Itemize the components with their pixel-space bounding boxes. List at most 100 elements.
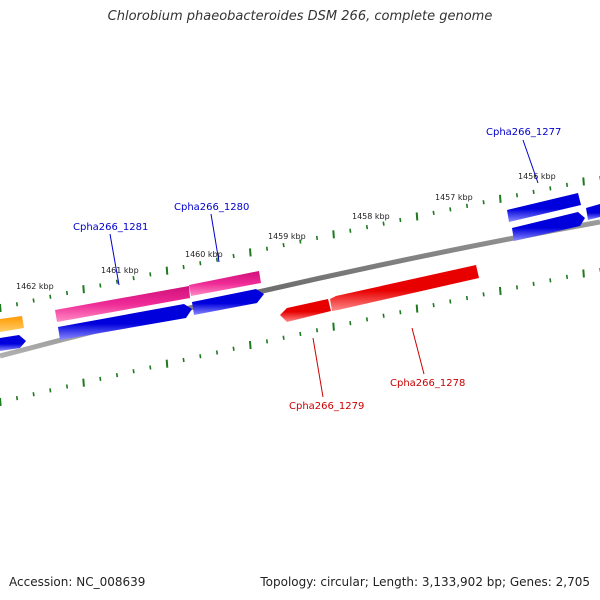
inner-ring-tick	[465, 295, 469, 301]
outer-ring-tick	[0, 303, 2, 313]
outer-ring-tick	[182, 264, 185, 270]
gene-cpha266-1279[interactable]	[280, 299, 331, 322]
gene-cpha266-1278[interactable]	[330, 265, 479, 311]
scale-label-1462: 1462 kbp	[16, 282, 54, 291]
outer-ring-tick	[265, 246, 269, 251]
inner-ring-tick	[265, 339, 269, 344]
inner-ring-tick	[365, 317, 369, 322]
outer-ring-tick	[132, 275, 135, 281]
outer-ring-tick	[499, 194, 502, 203]
inner-ring-tick	[432, 302, 435, 308]
inner-tick-ring	[0, 268, 600, 407]
inner-ring-tick	[232, 346, 235, 351]
inner-ring-tick	[532, 281, 535, 287]
gene-blue-forward-3[interactable]	[512, 212, 585, 241]
inner-ring-tick	[315, 328, 319, 333]
gene-blue-forward-1[interactable]	[58, 304, 192, 340]
outer-ring-tick	[115, 279, 119, 284]
inner-ring-tick	[332, 322, 335, 331]
outer-ring-tick	[365, 224, 369, 230]
outer-ring-tick	[299, 239, 302, 244]
outer-ring-tick	[482, 200, 485, 205]
label-cpha266-1280[interactable]: Cpha266_1280	[174, 202, 249, 213]
inner-ring-tick	[65, 384, 69, 389]
scale-label-1456: 1456 kbp	[518, 172, 556, 181]
gene-cpha266-1280[interactable]	[189, 271, 261, 296]
map-title: Chlorobium phaeobacteroides DSM 266, com…	[107, 9, 493, 24]
inner-ring-tick	[565, 274, 569, 280]
gene-blue-partial-left[interactable]	[0, 335, 26, 351]
inner-ring-tick	[49, 388, 52, 393]
label-cpha266-1277[interactable]: Cpha266_1277	[486, 127, 561, 138]
inner-ring-tick	[82, 378, 85, 387]
inner-ring-tick	[415, 304, 419, 313]
inner-ring-tick	[515, 285, 519, 290]
gene-orange-partial[interactable]	[0, 316, 24, 332]
label-cpha266-1281[interactable]: Cpha266_1281	[73, 222, 148, 233]
inner-ring-tick	[482, 292, 485, 297]
scale-label-1461: 1461 kbp	[101, 266, 139, 275]
outer-ring-tick	[15, 302, 19, 307]
outer-ring-tick	[465, 203, 469, 209]
inner-ring-tick	[282, 335, 285, 340]
inner-ring-tick	[382, 313, 385, 318]
outer-ring-tick	[332, 230, 335, 239]
leader-cpha266-1281	[109, 233, 120, 286]
inner-ring-tick	[132, 369, 135, 374]
scale-label-1457: 1457 kbp	[435, 193, 473, 202]
label-cpha266-1279[interactable]: Cpha266_1279	[289, 401, 364, 412]
outer-ring-tick	[532, 189, 535, 195]
topology-text: Topology: circular; Length: 3,133,902 bp…	[260, 575, 590, 589]
inner-ring-tick	[249, 341, 252, 350]
inner-ring-tick	[149, 365, 152, 370]
inner-ring-tick	[499, 286, 502, 295]
outer-ring-tick	[315, 235, 319, 241]
inner-ring-tick	[165, 359, 169, 368]
scale-labels: 1456 kbp 1457 kbp 1458 kbp 1459 kbp 1460…	[16, 172, 556, 291]
outer-ring-tick	[65, 290, 69, 296]
gene-cpha266-1281[interactable]	[55, 286, 190, 322]
accession-text: Accession: NC_008639	[9, 575, 146, 589]
inner-ring-tick	[32, 392, 35, 397]
outer-ring-tick	[449, 207, 452, 212]
outer-ring-tick	[149, 272, 152, 277]
outer-ring-tick	[399, 217, 402, 223]
outer-ring-tick	[32, 298, 35, 303]
outer-ring-tick	[49, 294, 52, 299]
inner-ring-tick	[199, 354, 202, 359]
leader-cpha266-1280	[210, 213, 220, 263]
gene-blue-forward-2[interactable]	[192, 289, 264, 315]
outer-ring-tick	[349, 228, 352, 233]
inner-ring-tick	[0, 397, 2, 407]
outer-ring-tick	[415, 212, 419, 221]
scale-label-1458: 1458 kbp	[352, 212, 390, 221]
inner-ring-tick	[399, 310, 402, 315]
outer-ring-tick	[582, 177, 585, 186]
inner-ring-tick	[582, 269, 585, 278]
inner-ring-tick	[15, 395, 19, 401]
inner-ring-tick	[549, 278, 552, 283]
outer-ring-tick	[99, 283, 102, 288]
gene-cpha266-1277[interactable]	[507, 193, 581, 222]
inner-ring-tick	[182, 357, 185, 363]
outer-tick-ring	[0, 176, 600, 313]
outer-ring-tick	[565, 182, 569, 188]
outer-ring-tick	[215, 257, 219, 262]
inner-ring-tick	[215, 350, 219, 355]
label-cpha266-1278[interactable]: Cpha266_1278	[390, 378, 465, 389]
leader-cpha266-1278	[411, 327, 425, 375]
inner-ring-tick	[115, 372, 119, 378]
outer-ring-tick	[282, 242, 285, 248]
outer-ring-tick	[382, 221, 385, 226]
outer-ring-tick	[199, 261, 202, 266]
outer-ring-tick	[549, 186, 552, 191]
inner-ring-tick	[349, 320, 352, 326]
outer-ring-tick	[165, 266, 169, 275]
leader-cpha266-1277	[522, 139, 539, 184]
inner-ring-tick	[299, 331, 302, 337]
gene-blue-partial-right[interactable]	[586, 204, 600, 220]
outer-ring-tick	[515, 193, 519, 198]
outer-ring-tick	[82, 285, 85, 294]
